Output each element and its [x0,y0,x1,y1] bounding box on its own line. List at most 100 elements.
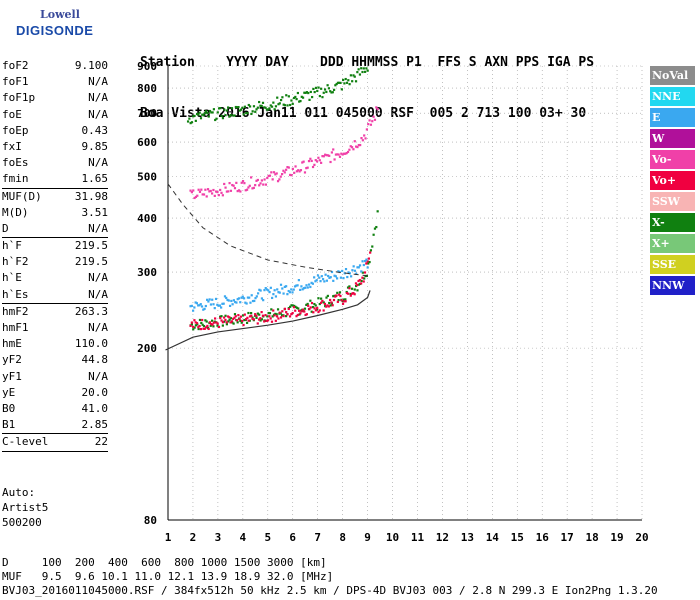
data-point [360,270,363,273]
param-row: fmin 1.65 [2,171,108,187]
data-point [212,108,216,111]
data-point [292,306,296,309]
data-point [278,311,281,314]
data-point [273,314,276,317]
data-point [371,120,374,123]
param-name: h`F [2,239,22,253]
data-point [333,274,336,277]
data-point [205,195,208,198]
data-point [230,299,233,303]
header-label: HHMMSS [351,55,399,70]
data-point [290,99,293,102]
param-value: N/A [88,321,108,334]
param-row: B1 2.85 [2,417,108,433]
x-tick-label: 13 [461,531,474,544]
legend-item: X- [650,213,695,232]
data-point [229,189,233,192]
data-point [269,104,272,107]
data-point [245,302,248,305]
data-point [228,304,232,308]
data-point [241,106,244,109]
data-point [338,155,342,158]
data-point [328,301,331,305]
param-name: foF1p [2,91,36,105]
data-point [250,294,253,297]
data-point [344,298,347,301]
data-point [316,89,319,93]
data-point [344,152,347,155]
data-point [344,267,348,271]
footer-muf-value: 9.5 [41,570,62,583]
data-point [327,274,330,278]
data-point [346,286,350,289]
data-point [206,188,210,191]
data-point [357,266,360,269]
data-point [272,309,275,312]
data-point [350,275,353,278]
data-point [232,322,235,325]
dashed-curve [167,183,368,277]
data-point [369,249,373,252]
data-point [285,94,288,97]
header-value: 713 [476,106,501,121]
data-point [225,323,228,326]
data-point [307,160,311,163]
x-tick-label: 14 [486,531,500,544]
param-name: foF2 [2,59,29,72]
data-point [235,319,239,322]
data-point [256,322,259,325]
data-point [278,291,281,294]
data-point [290,288,293,291]
data-point [356,289,359,292]
data-point [223,295,227,298]
data-point [348,287,351,290]
data-point [321,299,324,303]
data-point [217,304,220,307]
data-point [214,118,217,122]
data-point [210,111,213,114]
data-point [228,318,231,321]
data-point [242,113,245,116]
data-point [298,313,301,316]
data-point [277,103,280,106]
data-point [227,299,230,302]
data-point [209,189,212,193]
data-point [333,158,336,161]
data-point [294,305,297,308]
x-tick-label: 15 [511,531,524,544]
data-point [240,296,243,299]
data-point [318,159,321,162]
footer-muf-value: 10.1 [101,570,128,583]
data-point [353,293,356,296]
data-point [211,298,214,301]
data-point [335,277,339,280]
data-point [355,145,358,148]
data-point [233,313,237,316]
data-point [365,67,368,70]
data-point [258,184,261,187]
data-point [202,114,205,117]
param-value: 0.43 [81,123,109,137]
data-point [375,106,378,109]
data-point [230,320,234,323]
data-point [228,115,231,118]
data-point [258,100,261,104]
data-point [334,84,337,87]
data-point [241,180,245,183]
footer-muf-label: MUF [2,570,22,583]
data-point [355,272,358,275]
data-point [360,282,363,285]
param-row: yF1 N/A [2,369,108,385]
param-name: M(D) [2,205,29,219]
y-tick-label: 400 [137,212,157,225]
header-label: DAY [265,55,289,70]
data-point [192,328,195,331]
data-point [226,315,230,318]
data-point [321,96,324,99]
data-point [194,195,198,199]
data-point [237,105,240,109]
data-point [337,153,340,156]
data-point [211,323,214,326]
x-tick-label: 7 [314,531,321,544]
y-tick-label: 200 [137,342,157,355]
